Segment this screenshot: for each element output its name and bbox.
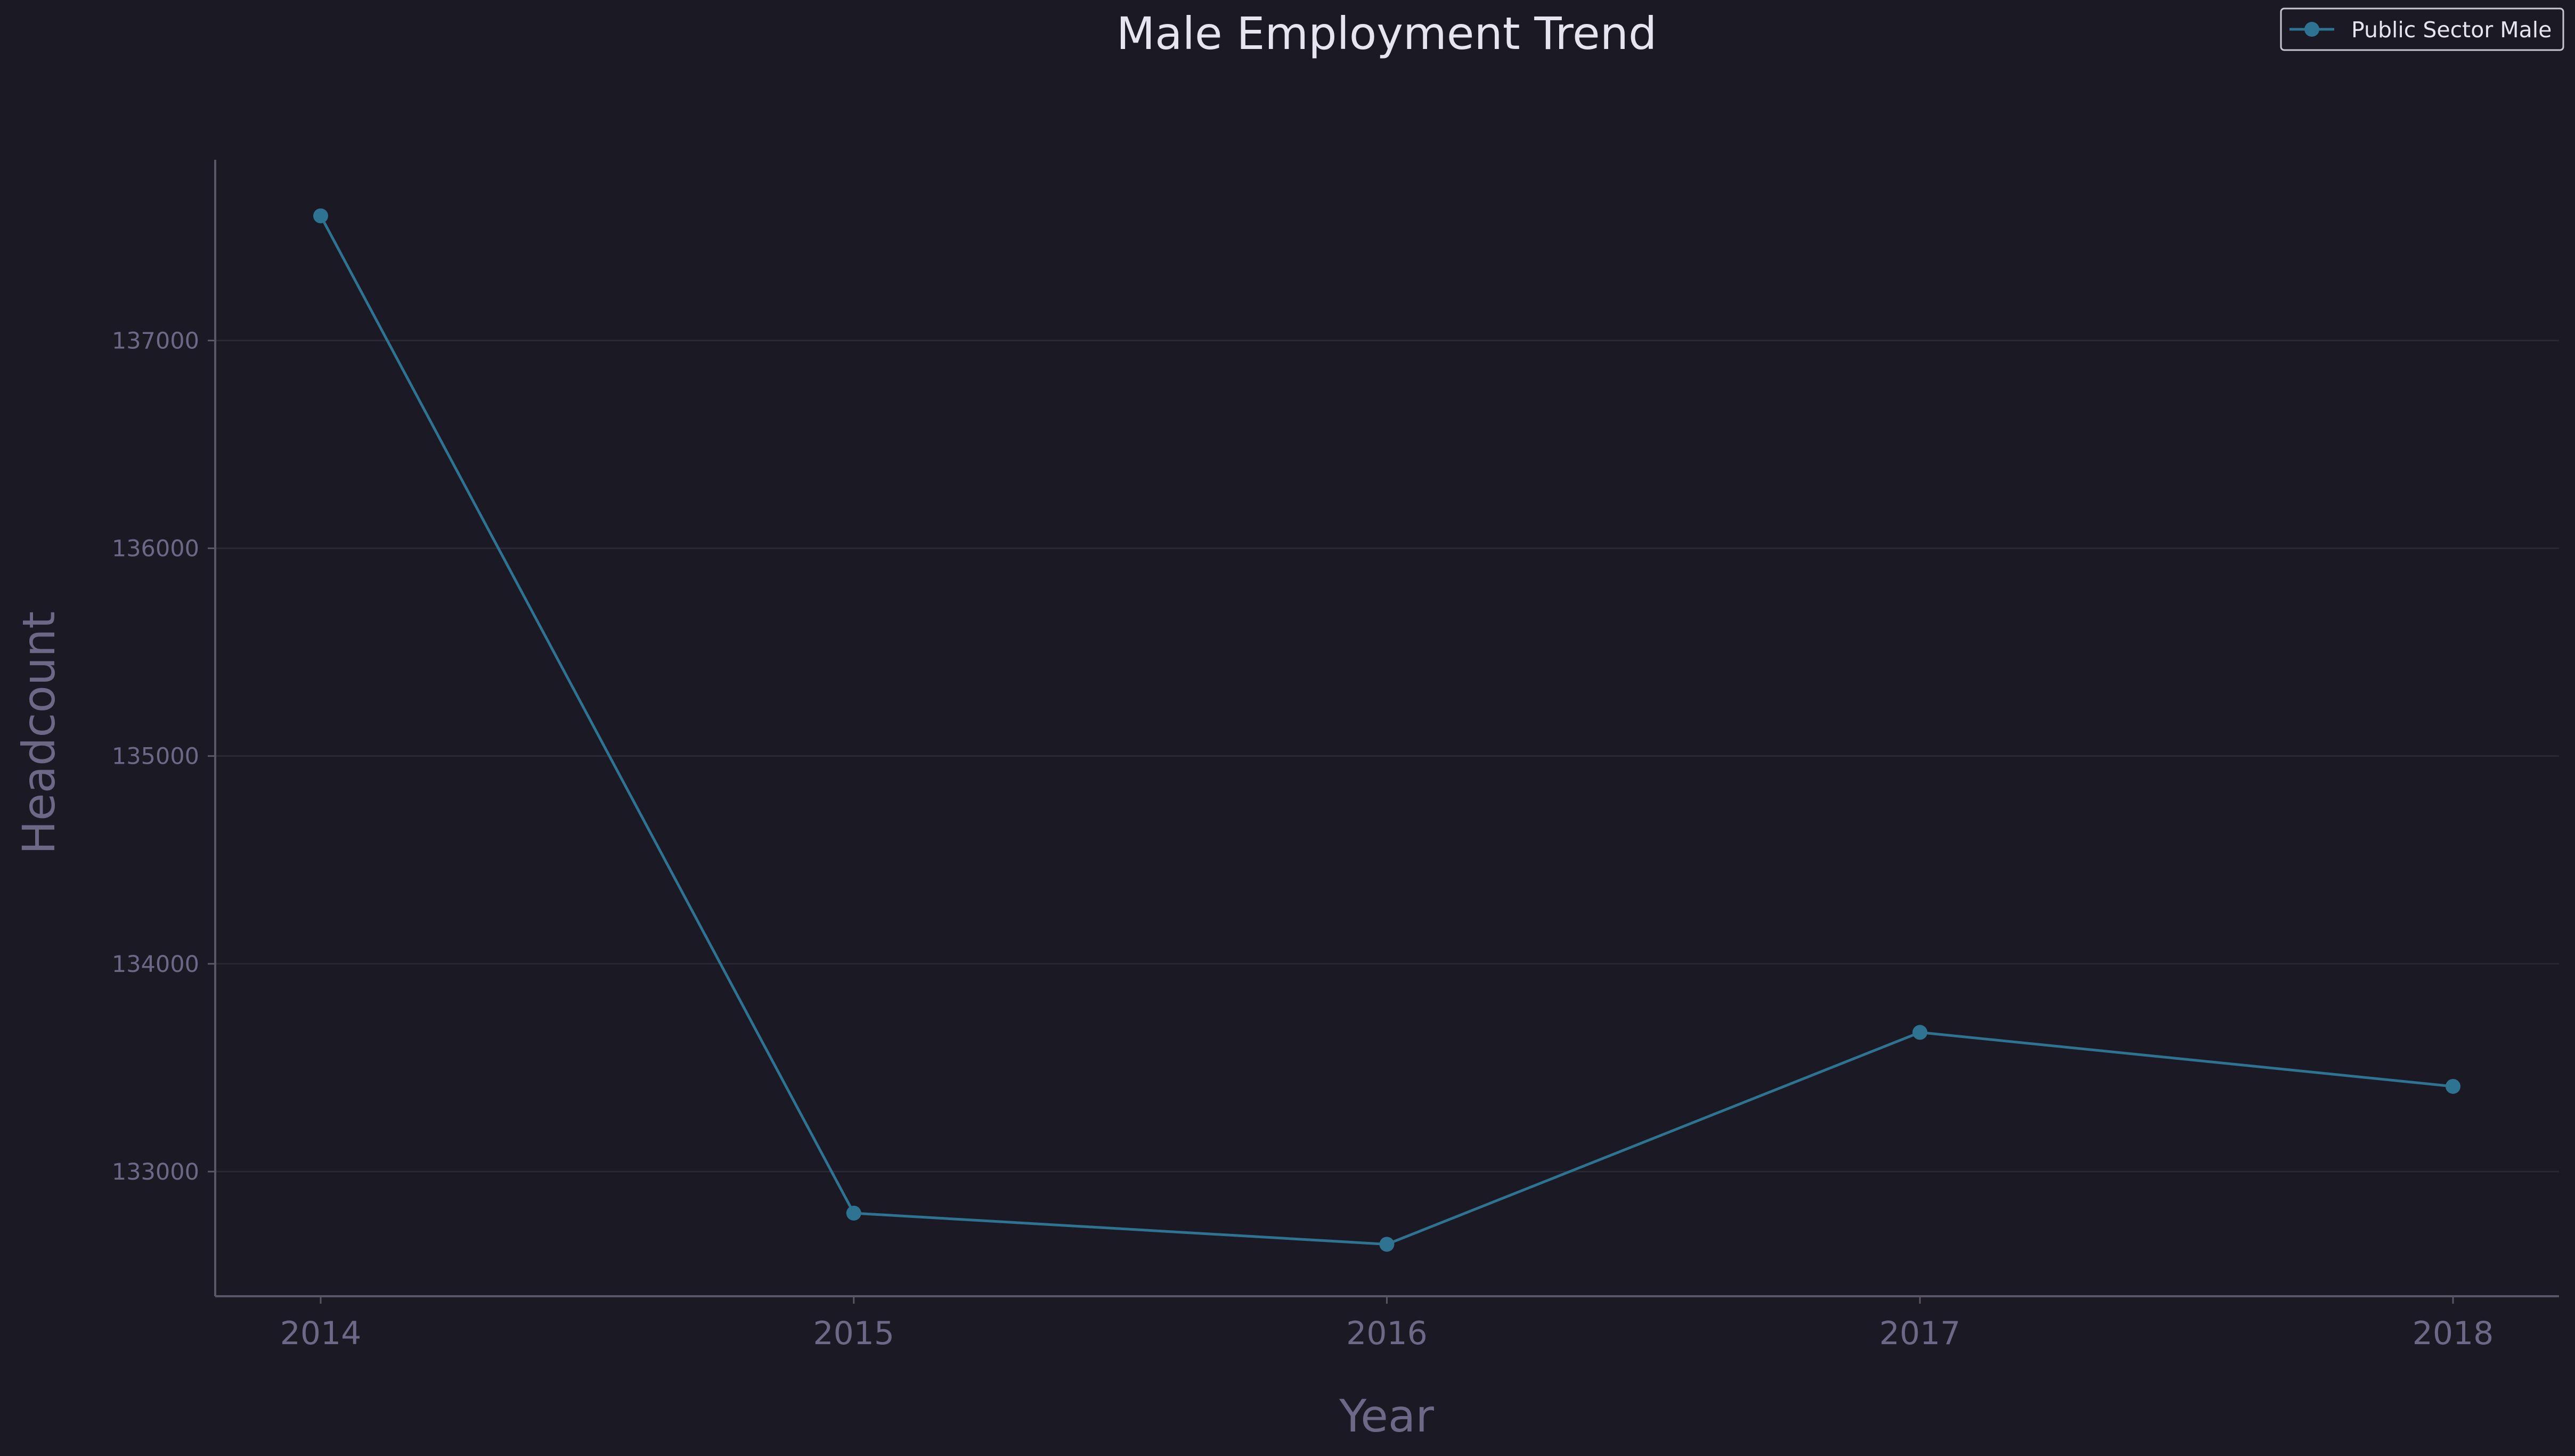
grid-lines [215, 339, 2559, 1173]
x-ticks: 2014 2015 2016 2017 2018 [280, 1296, 2494, 1352]
legend-marker-swatch [2304, 22, 2319, 37]
y-tick-label: 135000 [112, 743, 199, 770]
x-tick-label: 2017 [1879, 1315, 1961, 1352]
legend-box [2280, 7, 2564, 51]
y-ticks: 133000 134000 135000 136000 137000 [112, 328, 215, 1185]
data-point-2014 [313, 208, 328, 224]
data-point-2017 [1912, 1025, 1928, 1040]
series-layer [313, 208, 2460, 1252]
x-tick-label: 2015 [813, 1315, 894, 1352]
x-axis-label: Year [1339, 1390, 1434, 1442]
data-point-2016 [1379, 1237, 1395, 1252]
legend-label: Public Sector Male [2351, 17, 2552, 43]
data-point-2018 [2446, 1078, 2460, 1094]
data-point-2015 [846, 1205, 861, 1221]
y-tick-label: 133000 [112, 1159, 199, 1185]
y-tick-label: 137000 [112, 328, 199, 354]
y-tick-label: 136000 [112, 536, 199, 562]
x-tick-label: 2016 [1346, 1315, 1428, 1352]
x-tick-label: 2014 [280, 1315, 362, 1352]
y-axis-label: Headcount [13, 611, 65, 855]
y-tick-label: 134000 [112, 951, 199, 978]
legend: Public Sector Male [2280, 7, 2564, 51]
x-tick-label: 2018 [2413, 1315, 2494, 1352]
chart-title: Male Employment Trend [1117, 7, 1657, 60]
